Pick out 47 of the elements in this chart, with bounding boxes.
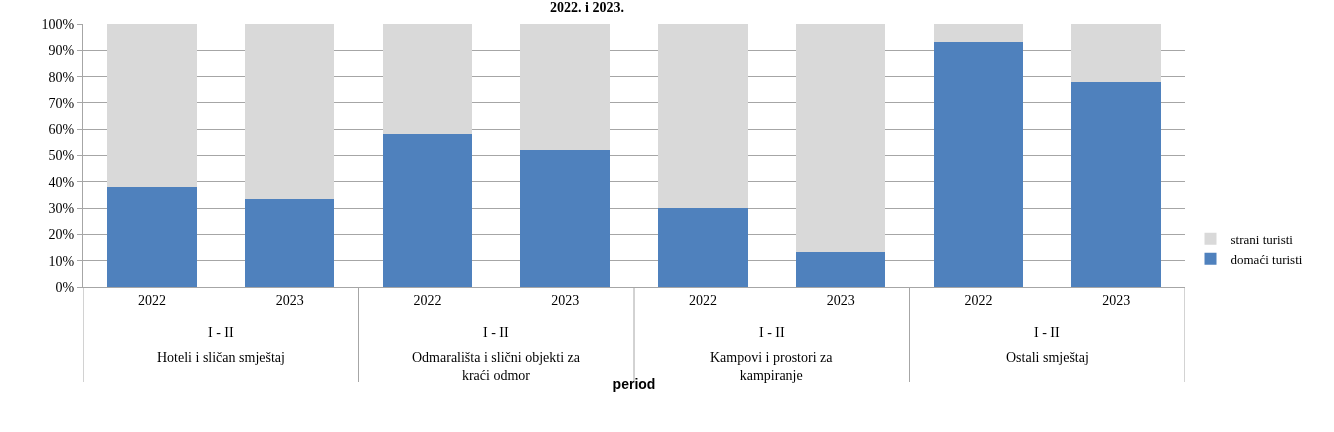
x-tick-label: 2022 xyxy=(964,292,993,308)
bar xyxy=(795,252,886,287)
text: I - II xyxy=(759,325,785,340)
text: Odmarališta i slični objekti za kraći odmor xyxy=(412,350,581,384)
x-tick-label: 2023 xyxy=(826,292,855,308)
bar xyxy=(244,24,335,200)
bar xyxy=(382,133,473,287)
x-tick-label: 2023 xyxy=(275,292,304,308)
x-tick-label: 2023 xyxy=(551,292,580,308)
bar xyxy=(1071,24,1161,82)
text: Hoteli i sličan smještaj xyxy=(157,350,285,365)
y-tick-label: 60% xyxy=(48,122,75,138)
y-tick-label: 10% xyxy=(48,253,75,269)
y-tick-label: 40% xyxy=(48,174,75,190)
chart-title: 2022. i 2023. xyxy=(550,0,624,15)
text: I - II xyxy=(1034,325,1060,340)
x-axis-title: period xyxy=(612,376,656,393)
y-tick-label: 100% xyxy=(41,16,75,32)
y-tick-label: 20% xyxy=(48,227,75,243)
y-tick-label: 50% xyxy=(48,148,75,164)
text: Kampovi i prostori za kampiranje xyxy=(710,350,834,384)
x-tick-label: 2022 xyxy=(688,292,717,308)
bar xyxy=(382,24,473,134)
x-tick-label: 2022 xyxy=(137,292,166,308)
x-tick-label: 2022 xyxy=(413,292,442,308)
y-tick-label: 80% xyxy=(48,69,75,85)
bar xyxy=(107,24,197,187)
text: I - II xyxy=(208,325,234,340)
bar xyxy=(658,24,748,208)
text: I - II xyxy=(483,325,509,340)
bar xyxy=(244,199,335,287)
x-tick-label: 2023 xyxy=(1102,292,1131,308)
y-tick-label: 90% xyxy=(48,43,75,59)
y-tick-label: 0% xyxy=(55,279,75,295)
bar xyxy=(933,42,1024,287)
legend-label: strani turisti xyxy=(1230,231,1294,247)
bar xyxy=(1071,81,1161,287)
y-tick-label: 70% xyxy=(48,95,75,111)
bar xyxy=(520,24,610,151)
bar xyxy=(107,186,197,287)
text: Ostali smještaj xyxy=(1006,350,1089,365)
y-tick-label: 30% xyxy=(48,201,75,216)
bar xyxy=(795,24,886,253)
bar xyxy=(520,150,610,287)
bar xyxy=(933,24,1024,43)
legend-label: domaći turisti xyxy=(1230,251,1303,267)
bar xyxy=(658,207,748,287)
